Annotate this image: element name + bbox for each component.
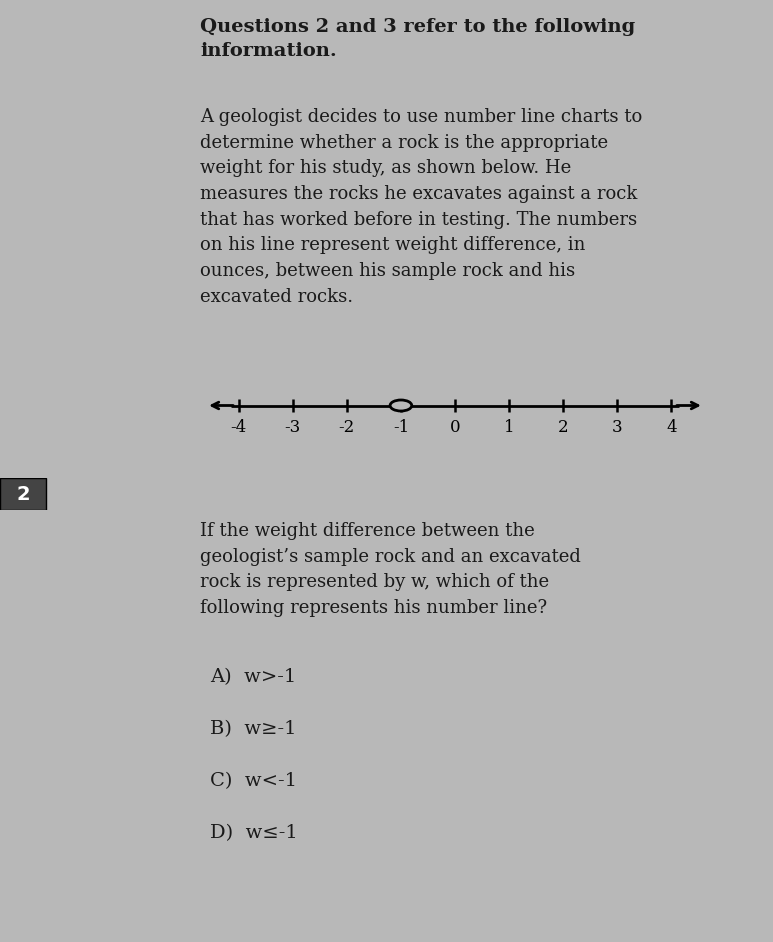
Text: -4: -4 [230,419,247,436]
Text: 4: 4 [666,419,676,436]
Text: If the weight difference between the
geologist’s sample rock and an excavated
ro: If the weight difference between the geo… [200,522,581,617]
Text: D)  w≤-1: D) w≤-1 [210,824,298,842]
Text: 2: 2 [16,484,30,504]
Text: -2: -2 [339,419,355,436]
Text: 2: 2 [558,419,568,436]
Text: B)  w≥-1: B) w≥-1 [210,720,297,738]
Text: 3: 3 [612,419,622,436]
Text: Questions 2 and 3 refer to the following
information.: Questions 2 and 3 refer to the following… [200,18,635,59]
Text: 1: 1 [504,419,514,436]
Text: -1: -1 [393,419,409,436]
Text: A geologist decides to use number line charts to
determine whether a rock is the: A geologist decides to use number line c… [200,108,642,306]
Text: 0: 0 [450,419,460,436]
Circle shape [390,400,412,411]
Text: A)  w>-1: A) w>-1 [210,668,296,686]
Text: C)  w<-1: C) w<-1 [210,772,297,790]
FancyBboxPatch shape [0,478,46,510]
Text: -3: -3 [284,419,301,436]
